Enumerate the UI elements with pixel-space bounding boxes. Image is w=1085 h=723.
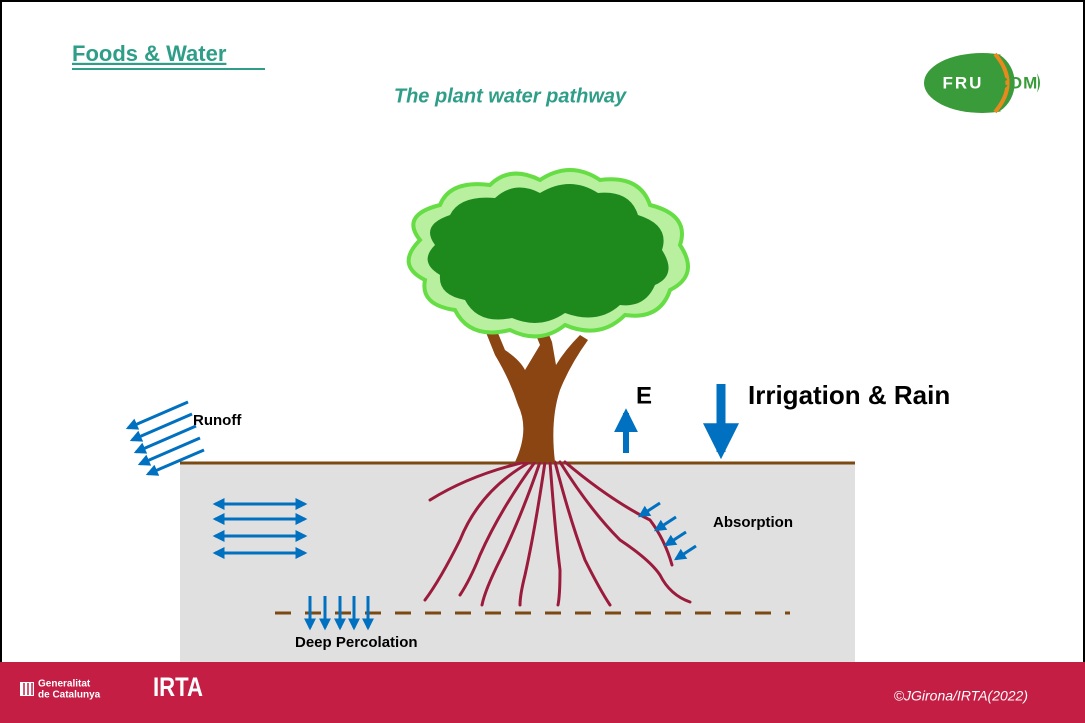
absorption-arrows (637, 501, 697, 561)
generalitat-logo: Generalitat de Catalunya (20, 679, 101, 701)
absorption-label: Absorption (713, 514, 793, 531)
runoff-label: Runoff (193, 412, 242, 429)
logo-left: FRU (943, 73, 984, 92)
logo: FRU COM (924, 52, 1040, 114)
copyright: ©JGirona/IRTA(2022) (894, 688, 1028, 704)
runoff-arrows (125, 400, 205, 476)
lateral-arrows (212, 498, 308, 559)
percolation-label: Deep Percolation (295, 634, 418, 651)
title: Foods & Water (72, 41, 227, 66)
footer (0, 662, 1085, 723)
roots (423, 460, 692, 607)
subtitle: The plant water pathway (394, 85, 627, 107)
evaporation-label: E (636, 382, 652, 409)
generalitat-line2: de Catalunya (38, 690, 101, 701)
logo-right: COM (996, 73, 1039, 92)
irta-logo: IRTA (153, 672, 203, 702)
irrigation-label: Irrigation & Rain (748, 380, 950, 410)
soil (180, 463, 855, 662)
percolation-arrows (304, 596, 374, 631)
generalitat-line1: Generalitat (38, 679, 91, 690)
tree (406, 168, 690, 462)
